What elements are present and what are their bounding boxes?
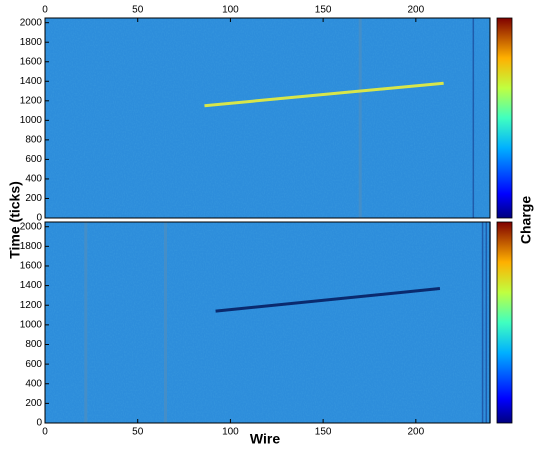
y-tick-label: 800 [25,339,42,350]
x-tick-label: 50 [132,5,144,16]
x-tick-label: 0 [42,427,48,438]
x-tick-label: 0 [42,5,48,16]
x-tick-label: 100 [222,5,239,16]
y-tick-label: 1200 [20,300,43,311]
y-tick-label: 1400 [20,280,43,291]
y-tick-label: 1600 [20,261,43,272]
y-tick-label: 0 [36,418,42,429]
track [215,287,441,313]
y-tick-label: 600 [25,154,42,165]
y-tick-label: 1400 [20,76,43,87]
y-tick-label: 2000 [20,17,43,28]
y-tick-label: 1000 [20,115,43,126]
x-tick-label: 200 [407,427,424,438]
y-tick-label: 0 [36,213,42,224]
y-tick-label: 400 [25,174,42,185]
y-tick-label: 1800 [20,37,43,48]
y-tick-label: 600 [25,359,42,370]
x-tick-label: 100 [222,427,239,438]
y-tick-label: 400 [25,378,42,389]
y-axis-label: Time (ticks) [7,181,23,259]
y-tick-label: 1600 [20,56,43,67]
y-tick-label: 1000 [20,319,43,330]
x-tick-label: 200 [407,5,424,16]
y-tick-label: 200 [25,398,42,409]
colorbar [496,221,513,424]
y-tick-label: 1200 [20,95,43,106]
y-tick-label: 200 [25,193,42,204]
y-tick-label: 2000 [20,221,43,232]
colorbar [496,17,513,219]
track [204,81,444,108]
y-tick-label: 800 [25,135,42,146]
plot-frame [44,221,491,424]
x-tick-label: 150 [315,427,332,438]
colorbar-label: Charge [518,196,534,244]
noise [45,222,490,423]
y-tick-label: 1800 [20,241,43,252]
x-tick-label: 50 [132,427,144,438]
x-tick-label: 150 [315,5,332,16]
noise [45,18,490,218]
x-axis-label: Wire [250,431,280,447]
plot-frame [44,17,491,219]
